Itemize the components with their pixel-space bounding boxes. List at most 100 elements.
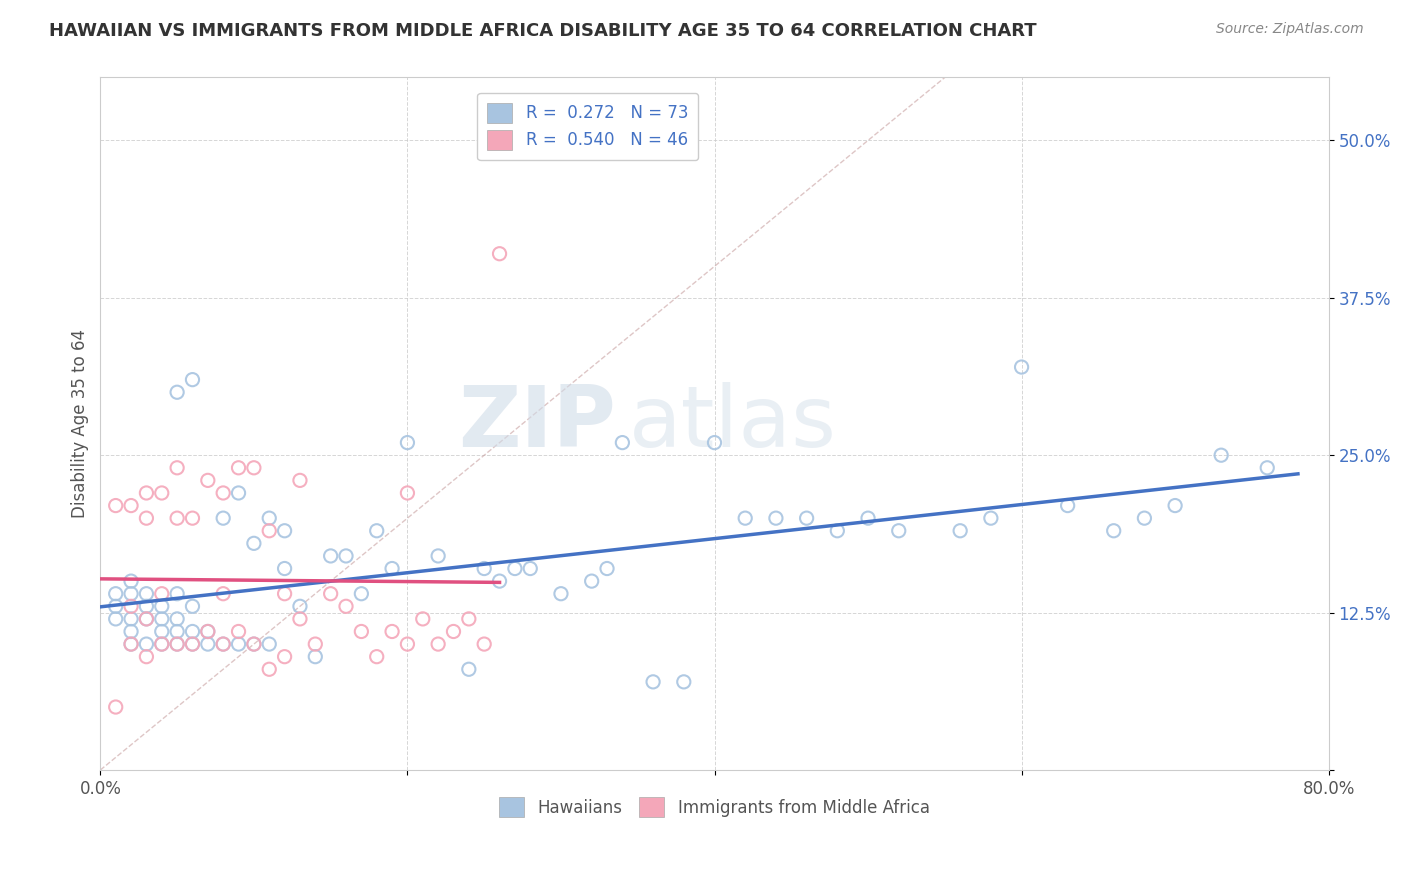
Point bbox=[1056, 499, 1078, 513]
Point bbox=[427, 637, 450, 651]
Point bbox=[503, 561, 526, 575]
Point bbox=[181, 373, 204, 387]
Point bbox=[288, 599, 311, 614]
Point bbox=[181, 599, 204, 614]
Point bbox=[243, 637, 266, 651]
Text: ZIP: ZIP bbox=[458, 382, 616, 466]
Point bbox=[212, 511, 235, 525]
Point bbox=[949, 524, 972, 538]
Point bbox=[150, 587, 173, 601]
Point bbox=[212, 587, 235, 601]
Point bbox=[366, 649, 388, 664]
Point bbox=[243, 460, 266, 475]
Text: atlas: atlas bbox=[628, 382, 837, 466]
Point bbox=[472, 561, 495, 575]
Point bbox=[150, 637, 173, 651]
Point bbox=[135, 637, 157, 651]
Point bbox=[288, 474, 311, 488]
Point bbox=[257, 662, 280, 676]
Point bbox=[304, 649, 326, 664]
Point bbox=[288, 612, 311, 626]
Point bbox=[120, 574, 142, 588]
Point bbox=[273, 587, 295, 601]
Point bbox=[135, 587, 157, 601]
Point bbox=[166, 460, 188, 475]
Point bbox=[166, 511, 188, 525]
Point bbox=[827, 524, 849, 538]
Point bbox=[980, 511, 1002, 525]
Point bbox=[457, 662, 479, 676]
Point bbox=[181, 624, 204, 639]
Point bbox=[335, 549, 357, 563]
Point bbox=[257, 524, 280, 538]
Point bbox=[457, 612, 479, 626]
Point bbox=[257, 637, 280, 651]
Point bbox=[612, 435, 634, 450]
Point bbox=[166, 637, 188, 651]
Point bbox=[641, 674, 664, 689]
Point bbox=[304, 637, 326, 651]
Point bbox=[166, 385, 188, 400]
Point bbox=[135, 612, 157, 626]
Point bbox=[120, 587, 142, 601]
Point bbox=[350, 587, 373, 601]
Point bbox=[488, 246, 510, 260]
Point bbox=[1133, 511, 1156, 525]
Point bbox=[273, 649, 295, 664]
Point bbox=[243, 637, 266, 651]
Point bbox=[1011, 359, 1033, 374]
Point bbox=[135, 649, 157, 664]
Y-axis label: Disability Age 35 to 64: Disability Age 35 to 64 bbox=[72, 329, 89, 518]
Point bbox=[212, 637, 235, 651]
Point bbox=[488, 574, 510, 588]
Point bbox=[443, 624, 465, 639]
Point bbox=[319, 549, 342, 563]
Point bbox=[120, 637, 142, 651]
Point bbox=[672, 674, 695, 689]
Point bbox=[104, 612, 127, 626]
Point bbox=[1164, 499, 1187, 513]
Point bbox=[472, 637, 495, 651]
Point bbox=[1211, 448, 1233, 462]
Point bbox=[181, 637, 204, 651]
Point bbox=[197, 624, 219, 639]
Point bbox=[135, 511, 157, 525]
Point bbox=[212, 637, 235, 651]
Point bbox=[427, 549, 450, 563]
Point bbox=[181, 511, 204, 525]
Point bbox=[166, 612, 188, 626]
Point bbox=[104, 587, 127, 601]
Point bbox=[135, 612, 157, 626]
Point bbox=[581, 574, 603, 588]
Point bbox=[135, 486, 157, 500]
Point bbox=[197, 624, 219, 639]
Point bbox=[550, 587, 572, 601]
Point bbox=[381, 561, 404, 575]
Point bbox=[396, 435, 419, 450]
Point bbox=[104, 599, 127, 614]
Point bbox=[228, 460, 250, 475]
Point bbox=[197, 474, 219, 488]
Legend: Hawaiians, Immigrants from Middle Africa: Hawaiians, Immigrants from Middle Africa bbox=[492, 790, 936, 824]
Point bbox=[703, 435, 725, 450]
Point bbox=[150, 612, 173, 626]
Text: Source: ZipAtlas.com: Source: ZipAtlas.com bbox=[1216, 22, 1364, 37]
Point bbox=[166, 587, 188, 601]
Point bbox=[856, 511, 879, 525]
Point bbox=[396, 486, 419, 500]
Point bbox=[228, 637, 250, 651]
Point bbox=[120, 637, 142, 651]
Point bbox=[135, 599, 157, 614]
Point bbox=[166, 624, 188, 639]
Point bbox=[1102, 524, 1125, 538]
Point bbox=[319, 587, 342, 601]
Point bbox=[887, 524, 910, 538]
Point bbox=[335, 599, 357, 614]
Point bbox=[150, 486, 173, 500]
Point bbox=[104, 499, 127, 513]
Point bbox=[734, 511, 756, 525]
Point bbox=[228, 486, 250, 500]
Point bbox=[228, 624, 250, 639]
Point bbox=[273, 524, 295, 538]
Point bbox=[120, 612, 142, 626]
